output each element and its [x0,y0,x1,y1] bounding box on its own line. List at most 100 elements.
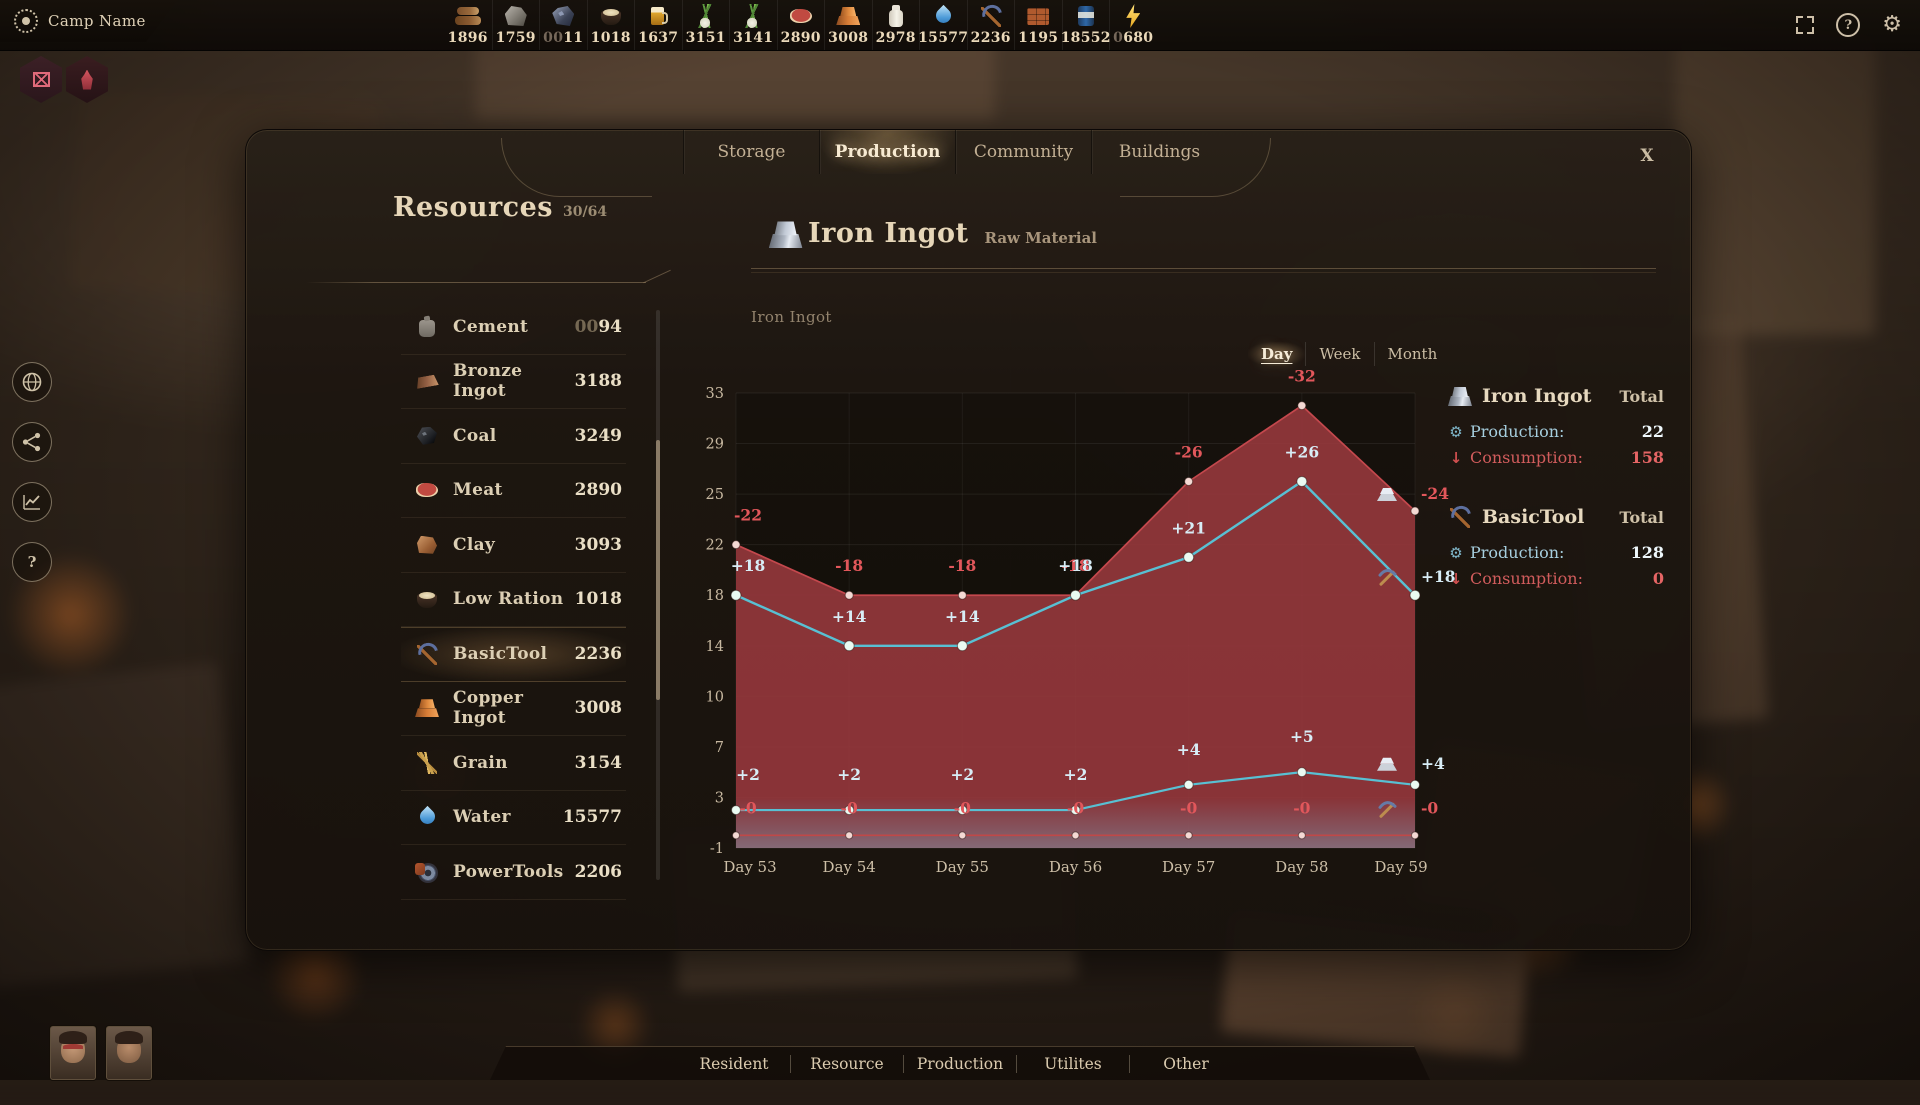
topbar-resource-canned-goods[interactable]: 18552 [1062,0,1110,50]
chart-point[interactable] [1412,832,1419,839]
chart-point[interactable] [1297,768,1306,777]
chart-point[interactable] [845,591,853,599]
data-label: -0 [841,798,858,817]
help-icon[interactable]: ? [1836,13,1860,37]
avatar[interactable] [50,1026,96,1080]
bottom-tab-utilites[interactable]: Utilites [1016,1055,1129,1073]
data-label: +14 [832,607,867,626]
topbar-resource-bricks[interactable]: 1195 [1014,0,1062,50]
chart-point[interactable] [1072,832,1079,839]
data-label: +5 [1290,727,1314,746]
topbar-resource-beer[interactable]: 1637 [634,0,682,50]
topbar-resource-iron-ore[interactable]: 0011 [539,0,587,50]
chart-point[interactable] [846,832,853,839]
resource-value: 2890 [575,480,622,500]
chart-point[interactable] [1185,477,1193,485]
chart-point[interactable] [1298,402,1306,410]
topbar-resource-basic-tool[interactable]: 2236 [967,0,1015,50]
chart-point[interactable] [1297,476,1307,486]
topbar-resource-low-ration[interactable]: 1018 [587,0,635,50]
data-label: +2 [1064,765,1088,784]
topbar-resource-fennel[interactable]: 3151 [682,0,730,50]
topbar-resource-meat[interactable]: 2890 [777,0,825,50]
chart-point[interactable] [1411,780,1420,789]
chart-point[interactable] [957,641,967,651]
data-label: +18 [731,556,766,575]
topbar-resource-water[interactable]: 15577 [919,0,967,50]
topbar-resource-fennel[interactable]: 3141 [729,0,777,50]
fullscreen-icon[interactable] [1796,16,1814,34]
stone-icon [502,2,530,30]
avatar[interactable] [106,1026,152,1080]
resource-count: 15577 [918,30,968,47]
range-button-week[interactable]: Week [1305,342,1373,366]
resource-count: 0680 [1113,30,1153,47]
tab-buildings[interactable]: Buildings [1091,130,1227,174]
data-label: -18 [948,556,976,575]
side-nav-share-button[interactable] [12,422,52,462]
x-tick-label: Day 56 [1049,858,1102,876]
tab-production[interactable]: Production [819,130,955,174]
side-nav-help-button[interactable]: ? [12,542,52,582]
topbar-resource-copper-ingot[interactable]: 3008 [824,0,872,50]
chart-point[interactable] [958,591,966,599]
y-tick-label: 29 [706,437,724,453]
range-button-month[interactable]: Month [1374,342,1451,366]
bottom-tab-resident[interactable]: Resident [678,1055,790,1073]
close-button[interactable]: X [1631,140,1663,172]
bottom-tab-other[interactable]: Other [1129,1055,1242,1073]
list-scrollbar-thumb[interactable] [656,440,660,700]
range-button-day[interactable]: Day [1248,342,1305,366]
topbar-resource-stone[interactable]: 1759 [492,0,540,50]
bricks-icon [1024,2,1052,30]
topbar-resource-wood[interactable]: 1896 [444,0,492,50]
chart-point[interactable] [1071,590,1081,600]
side-nav-stats-button[interactable] [12,482,52,522]
resource-count: 3141 [733,30,773,47]
data-label: +4 [1177,740,1201,759]
chart-point[interactable] [1184,552,1194,562]
y-tick-label: 3 [715,790,724,806]
chart-point[interactable] [1411,507,1419,515]
resource-value: 1018 [575,589,622,609]
list-scrollbar-track[interactable] [656,310,660,880]
chart-point[interactable] [844,641,854,651]
chart-point[interactable] [733,832,740,839]
power-tools-icon [413,858,441,886]
chart-point[interactable] [959,832,966,839]
chart-point[interactable] [732,541,740,549]
topbar-resource-milk[interactable]: 2978 [872,0,920,50]
resource-value: 0094 [575,317,622,337]
side-nav-globe-button[interactable] [12,362,52,402]
chart-point[interactable] [1185,832,1192,839]
resource-count: 3151 [686,30,726,47]
settings-gear-icon[interactable]: ⚙ [1882,14,1902,36]
chart-point[interactable] [1298,832,1305,839]
production-value: 22 [1642,422,1664,441]
tab-community[interactable]: Community [955,130,1091,174]
chart-point[interactable] [1184,780,1193,789]
resource-count: 0011 [543,30,583,47]
tab-storage[interactable]: Storage [683,130,819,174]
summary-total-label: Total [1619,387,1664,406]
chart-point[interactable] [1410,590,1420,600]
topbar-resource-power[interactable]: 0680 [1109,0,1157,50]
bottom-tab-resource[interactable]: Resource [790,1055,903,1073]
water-icon [413,803,441,831]
bottom-tab-production[interactable]: Production [903,1055,1016,1073]
chart-point[interactable] [731,590,741,600]
consumption-label: Consumption: [1470,569,1583,588]
